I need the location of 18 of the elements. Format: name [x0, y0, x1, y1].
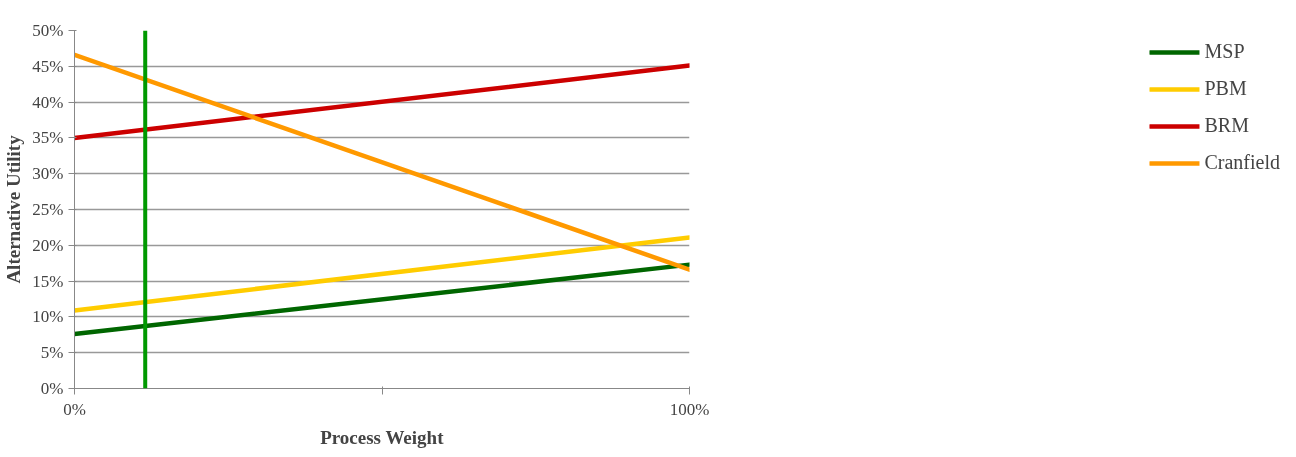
y-tick-label: 0% — [40, 379, 64, 398]
y-tick-label: 20% — [32, 235, 64, 255]
y-tick-label: 50% — [32, 21, 64, 40]
legend-label: MSP — [1204, 40, 1245, 63]
y-tick-label: 40% — [32, 92, 64, 112]
y-tick-label: 30% — [32, 164, 64, 184]
y-tick-label: 5% — [40, 343, 64, 363]
legend-label: PBM — [1204, 77, 1247, 100]
y-tick-label: 15% — [32, 271, 64, 291]
legend-label: Cranfield — [1204, 151, 1280, 174]
y-axis-title: Alternative Utility — [3, 134, 25, 284]
y-tick-label: 45% — [32, 56, 64, 76]
legend-label: BRM — [1204, 114, 1249, 137]
y-tick-label: 25% — [32, 200, 64, 219]
x-tick-label: 100% — [669, 399, 710, 419]
x-axis-title: Process Weight — [320, 426, 445, 448]
y-tick-label: 10% — [32, 307, 64, 327]
y-tick-label: 35% — [32, 128, 64, 148]
